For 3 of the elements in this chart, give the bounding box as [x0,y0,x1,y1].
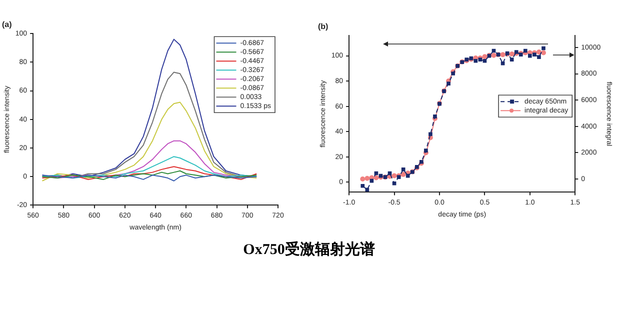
text: Ox750受激辐射光谱 [242,240,376,259]
chart-title: (a) [2,20,12,30]
chart-title: (b) [318,22,329,32]
